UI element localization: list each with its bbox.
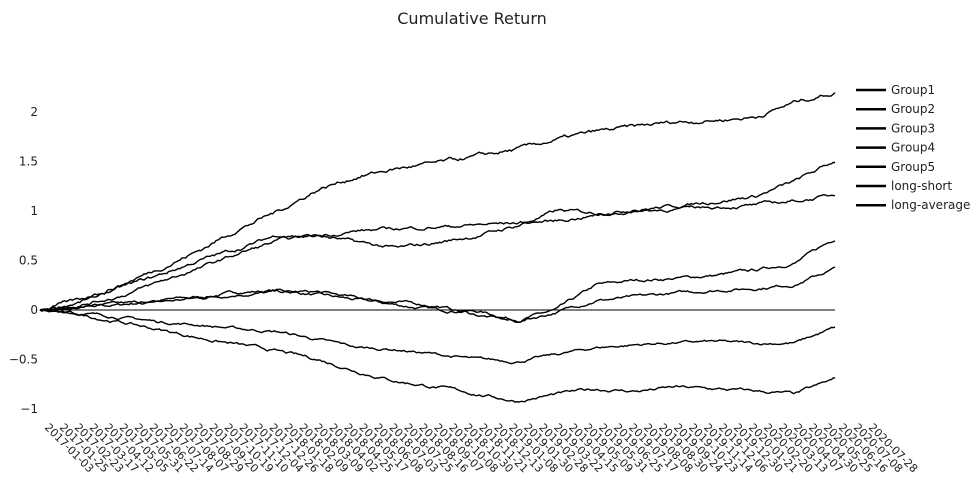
legend-label: long-average [891,198,970,212]
legend-label: Group2 [891,102,935,116]
y-tick-label: 2 [30,105,38,119]
y-axis: 2 1.5 1 0.5 0 −0.5 −1 [9,105,38,416]
legend-item[interactable]: long-short [856,179,952,193]
y-tick-label: 0 [30,303,38,317]
legend-label: Group5 [891,160,935,174]
series-line-long-average [39,193,836,312]
legend-label: Group1 [891,83,935,97]
y-tick-label: 1.5 [19,155,38,169]
y-tick-label: 0.5 [19,254,38,268]
legend-item[interactable]: Group1 [856,83,935,97]
y-tick-label: 1 [30,204,38,218]
series-line-group5 [39,161,835,312]
y-tick-label: −1 [20,402,38,416]
x-axis: 2017-01-032017-01-252017-02-232017-03-17… [42,421,920,475]
legend: Group1 Group2 Group3 Group4 Group5 long-short… [856,83,970,212]
legend-item[interactable]: Group2 [856,102,935,116]
series-line-group4 [39,308,836,403]
legend-item[interactable]: long-average [856,198,970,212]
legend-label: Group4 [891,141,935,155]
legend-label: long-short [891,179,952,193]
legend-label: Group3 [891,121,935,135]
chart-title: Cumulative Return [397,9,547,28]
y-tick-label: −0.5 [9,353,38,367]
legend-item[interactable]: Group5 [856,160,935,174]
plot-area [39,92,836,403]
legend-item[interactable]: Group3 [856,121,935,135]
series-line-group2 [39,266,836,323]
legend-item[interactable]: Group4 [856,141,935,155]
series-line-group1 [39,240,836,323]
series-line-group3 [39,308,836,365]
series-line-long-short [39,92,836,312]
